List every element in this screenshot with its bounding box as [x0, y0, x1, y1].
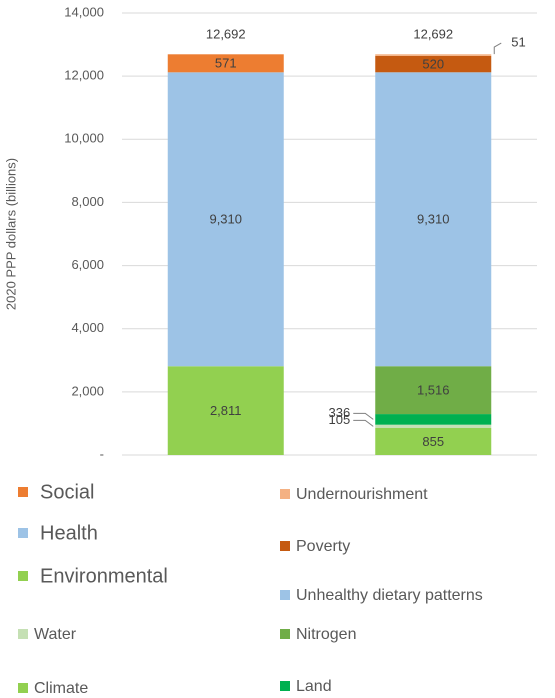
leader-line: [353, 419, 374, 427]
y-tick-label: 14,000: [64, 4, 104, 19]
legend-label: Social: [40, 481, 94, 503]
data-label: 520: [422, 57, 444, 72]
y-tick-label: 8,000: [71, 194, 104, 209]
bar-segment: [167, 72, 284, 367]
y-tick-label: -: [100, 446, 104, 461]
data-label: 9,310: [417, 212, 450, 227]
data-label: 2,811: [210, 403, 242, 418]
legend-swatch: [280, 489, 290, 499]
data-label: 855: [422, 434, 444, 449]
legend-swatch: [18, 571, 28, 581]
data-label: 571: [215, 56, 237, 71]
y-tick-label: 10,000: [64, 131, 104, 146]
bar-segment: [167, 54, 284, 73]
y-tick-label: 2,000: [71, 383, 104, 398]
bar-segment: [375, 54, 492, 56]
total-label: 12,692: [413, 27, 453, 42]
legend-label: Climate: [34, 680, 88, 697]
legend-label: Environmental: [40, 565, 168, 587]
legend-swatch: [280, 541, 290, 551]
bar-segment: [375, 72, 492, 367]
legend-swatch: [280, 629, 290, 639]
legend-label: Poverty: [296, 538, 350, 555]
data-label: 51: [511, 35, 525, 50]
y-axis-label: 2020 PPP dollars (billions): [3, 158, 18, 310]
legend-swatch: [18, 683, 28, 693]
legend-label: Land: [296, 678, 332, 695]
legend-swatch: [18, 629, 28, 639]
legend-label: Health: [40, 522, 98, 544]
legend-label: Nitrogen: [296, 626, 356, 643]
y-tick-label: 4,000: [71, 320, 104, 335]
legend-label: Water: [34, 626, 77, 643]
bar-segment: [375, 414, 492, 425]
bar-segment: [375, 424, 492, 429]
data-label: 105: [329, 412, 351, 427]
legend-label: Unhealthy dietary patterns: [296, 587, 483, 604]
data-label: 336: [329, 405, 351, 420]
legend-swatch: [18, 487, 28, 497]
data-label: 9,310: [209, 212, 242, 227]
bar-segment: [375, 366, 492, 415]
legend-swatch: [18, 528, 28, 538]
leader-line: [353, 412, 374, 420]
bar-segment: [375, 55, 492, 73]
legend-swatch: [280, 681, 290, 691]
bar-segment: [375, 428, 492, 455]
y-tick-label: 12,000: [64, 68, 104, 83]
bar-segment: [167, 366, 284, 455]
leader-line: [493, 42, 502, 55]
y-tick-label: 6,000: [71, 257, 104, 272]
data-label: 1,516: [417, 383, 450, 398]
legend-label: Undernourishment: [296, 486, 428, 503]
total-label: 12,692: [206, 27, 246, 42]
legend-swatch: [280, 590, 290, 600]
